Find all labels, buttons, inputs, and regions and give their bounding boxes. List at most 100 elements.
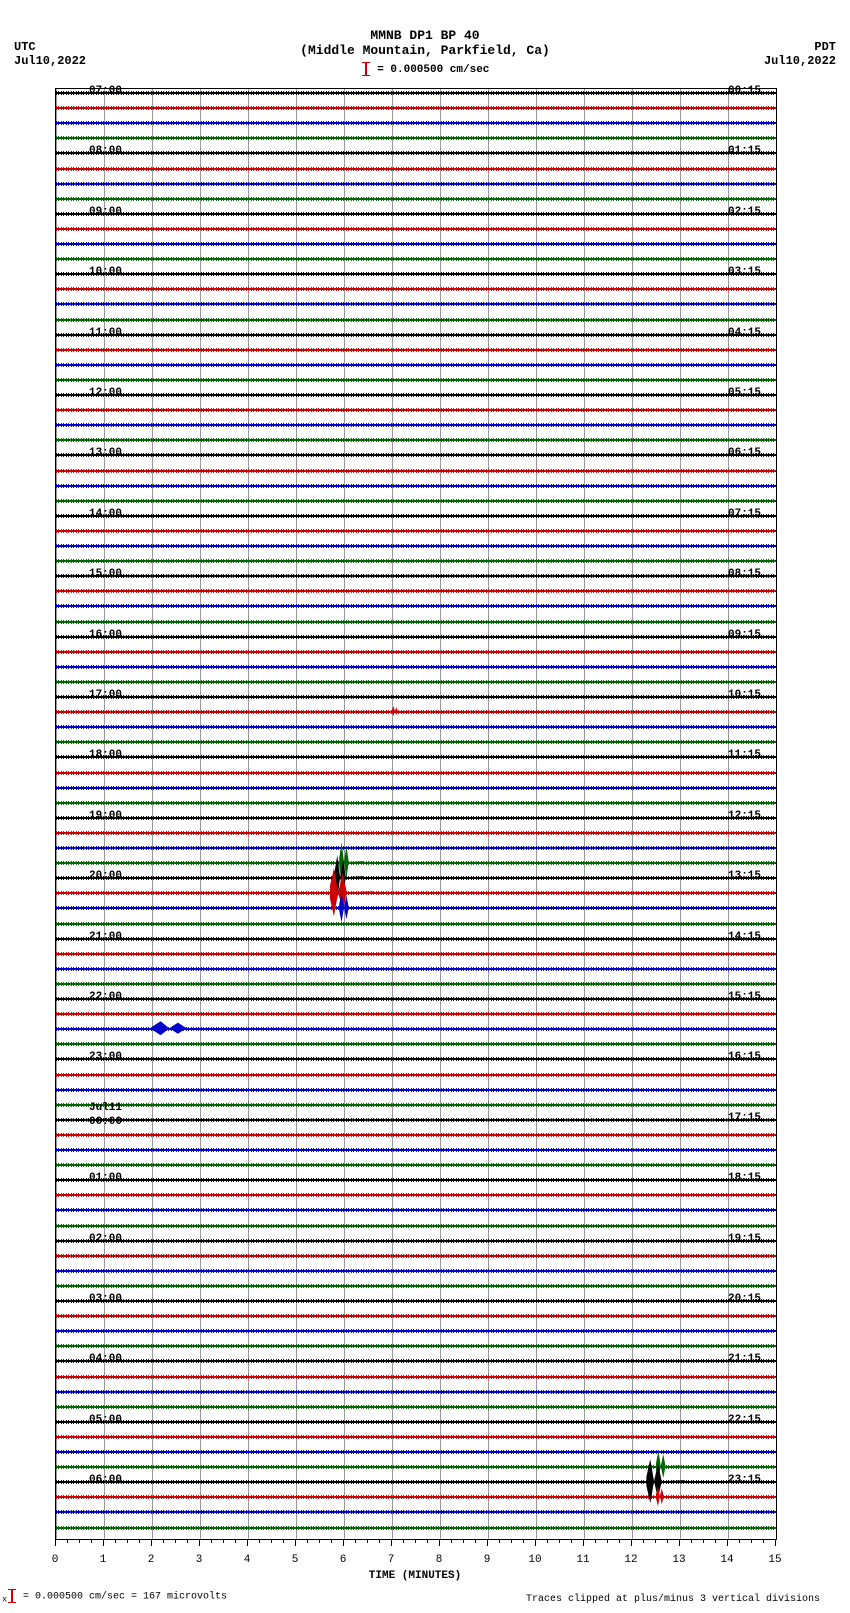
x-tick-label: 6: [340, 1554, 347, 1566]
hour-label-left: 11:00: [89, 327, 122, 339]
seismic-trace: [56, 1194, 776, 1196]
seismic-trace: [56, 1481, 776, 1483]
x-minor-tick: [691, 1540, 692, 1543]
x-minor-tick: [571, 1540, 572, 1543]
x-minor-tick: [283, 1540, 284, 1543]
x-tick-label: 10: [528, 1554, 541, 1566]
x-minor-tick: [379, 1540, 380, 1543]
hour-label-left: 05:00: [89, 1414, 122, 1426]
seismic-trace: [56, 288, 776, 290]
seismic-trace: [56, 772, 776, 774]
seismic-trace: [56, 1511, 776, 1513]
x-tick-label: 8: [436, 1554, 443, 1566]
hour-label-left: 03:00: [89, 1293, 122, 1305]
hour-label-right: 21:15: [728, 1353, 761, 1365]
seismic-trace: [56, 1270, 776, 1272]
seismic-trace: [56, 137, 776, 139]
x-minor-tick: [259, 1540, 260, 1543]
hour-label-right: 04:15: [728, 327, 761, 339]
hour-label-left: 19:00: [89, 810, 122, 822]
x-minor-tick: [559, 1540, 560, 1543]
tz-left-block: UTC Jul10,2022: [14, 40, 86, 68]
x-tick: [55, 1540, 56, 1546]
hour-label-right: 05:15: [728, 387, 761, 399]
hour-label-right: 17:15: [728, 1112, 761, 1124]
seismic-trace: [56, 545, 776, 547]
hour-label-left: 16:00: [89, 629, 122, 641]
seismic-trace: [56, 530, 776, 532]
seismic-trace: [56, 953, 776, 955]
gridline-vertical: [152, 89, 153, 1539]
seismic-trace: [56, 756, 776, 758]
seismic-trace: [56, 1421, 776, 1423]
x-minor-tick: [139, 1540, 140, 1543]
gridline-vertical: [584, 89, 585, 1539]
scale-bar-icon: [11, 1589, 13, 1603]
seismic-trace: [56, 273, 776, 275]
x-tick: [247, 1540, 248, 1546]
seismic-trace: [56, 1300, 776, 1302]
x-minor-tick: [79, 1540, 80, 1543]
seismic-trace: [56, 560, 776, 562]
tz-right-date: Jul10,2022: [764, 54, 836, 68]
seismic-trace: [56, 862, 776, 864]
x-tick: [775, 1540, 776, 1546]
x-tick: [343, 1540, 344, 1546]
hour-label-left: 15:00: [89, 568, 122, 580]
seismic-trace: [56, 228, 776, 230]
gridline-vertical: [440, 89, 441, 1539]
hour-label-left: 07:00: [89, 85, 122, 97]
x-tick-label: 15: [768, 1554, 781, 1566]
x-minor-tick: [523, 1540, 524, 1543]
seismic-trace: [56, 183, 776, 185]
x-tick: [439, 1540, 440, 1546]
seismic-trace: [56, 575, 776, 577]
hour-label-left: 09:00: [89, 206, 122, 218]
x-minor-tick: [475, 1540, 476, 1543]
x-tick: [199, 1540, 200, 1546]
x-minor-tick: [751, 1540, 752, 1543]
seismic-event: [392, 706, 406, 716]
seismic-trace: [56, 379, 776, 381]
x-tick-label: 13: [672, 1554, 685, 1566]
seismic-trace: [56, 983, 776, 985]
x-minor-tick: [355, 1540, 356, 1543]
seismic-trace: [56, 122, 776, 124]
x-tick: [631, 1540, 632, 1546]
seismic-trace: [56, 666, 776, 668]
x-minor-tick: [67, 1540, 68, 1543]
hour-label-left: 17:00: [89, 689, 122, 701]
x-minor-tick: [643, 1540, 644, 1543]
seismic-trace: [56, 696, 776, 698]
seismic-trace: [56, 1134, 776, 1136]
seismic-trace: [56, 923, 776, 925]
seismic-trace: [56, 334, 776, 336]
seismic-trace: [56, 1255, 776, 1257]
seismic-trace: [56, 500, 776, 502]
x-minor-tick: [415, 1540, 416, 1543]
hour-label-left: 18:00: [89, 749, 122, 761]
seismic-trace: [56, 907, 776, 909]
x-minor-tick: [619, 1540, 620, 1543]
gridline-vertical: [56, 89, 57, 1539]
x-minor-tick: [91, 1540, 92, 1543]
gridline-vertical: [632, 89, 633, 1539]
hour-label-left: 12:00: [89, 387, 122, 399]
hour-label-right: 22:15: [728, 1414, 761, 1426]
seismic-trace: [56, 198, 776, 200]
x-minor-tick: [739, 1540, 740, 1543]
x-minor-tick: [703, 1540, 704, 1543]
seismic-trace: [56, 1360, 776, 1362]
seismic-trace: [56, 424, 776, 426]
x-minor-tick: [367, 1540, 368, 1543]
x-minor-tick: [187, 1540, 188, 1543]
seismic-trace: [56, 1496, 776, 1498]
x-minor-tick: [427, 1540, 428, 1543]
x-minor-tick: [127, 1540, 128, 1543]
hour-label-left: 21:00: [89, 931, 122, 943]
x-tick-label: 12: [624, 1554, 637, 1566]
seismic-trace: [56, 1119, 776, 1121]
hour-label-left: 10:00: [89, 266, 122, 278]
hour-label-right: 08:15: [728, 568, 761, 580]
x-minor-tick: [403, 1540, 404, 1543]
